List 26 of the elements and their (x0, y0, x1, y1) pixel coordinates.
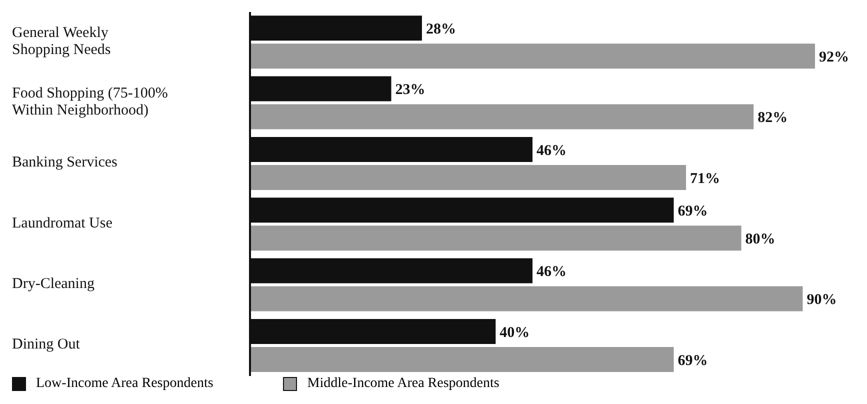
y-tick-label: Laundromat Use (12, 216, 113, 232)
data-label: 40% (500, 324, 530, 341)
y-tick-label: Dry-Cleaning (12, 276, 95, 292)
bar (250, 286, 803, 312)
data-label: 80% (745, 231, 776, 248)
data-label: 69% (678, 352, 708, 369)
y-tick-label: General Weekly Shopping Needs (12, 25, 111, 58)
data-label: 28% (426, 21, 456, 38)
data-label: 71% (690, 170, 720, 187)
bar (250, 226, 742, 251)
legend-label: Low-Income Area Respondents (35, 376, 214, 392)
data-label: 46% (536, 142, 566, 159)
data-label: 82% (758, 110, 788, 126)
legend-label: Middle-Income Area Respondents (306, 376, 500, 392)
y-tick-label: Dining Out (12, 337, 81, 354)
y-tick-label: Banking Services (12, 155, 118, 172)
data-label: 46% (536, 264, 566, 280)
bar (250, 44, 815, 69)
y-tick-label: Food Shopping (75-100% Within Neighborhood) (12, 86, 168, 119)
bar (250, 346, 674, 372)
data-label: 69% (678, 203, 708, 220)
data-label: 23% (395, 82, 426, 98)
bar (250, 164, 686, 190)
bar (250, 104, 754, 130)
data-label: 92% (819, 49, 849, 66)
data-label: 90% (806, 292, 837, 308)
